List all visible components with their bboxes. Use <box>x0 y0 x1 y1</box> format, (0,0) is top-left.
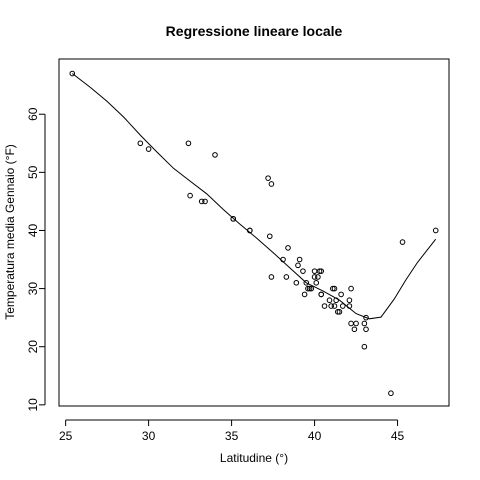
y-tick-label: 30 <box>26 282 40 296</box>
data-point <box>361 320 368 327</box>
data-point <box>348 285 354 292</box>
data-point <box>198 198 205 205</box>
data-point <box>335 309 341 315</box>
data-point <box>145 146 152 152</box>
y-axis: 10 20 30 40 50 60 <box>26 107 46 412</box>
data-point <box>69 70 76 77</box>
data-point <box>326 297 333 304</box>
data-point <box>293 279 300 286</box>
data-point <box>230 216 237 222</box>
data-point <box>212 152 218 158</box>
data-point <box>316 268 323 274</box>
y-axis-label: Temperatura media Gennaio (°F) <box>3 144 17 320</box>
data-point <box>187 192 193 199</box>
x-tick-label: 35 <box>225 429 239 443</box>
data-point <box>202 198 208 205</box>
data-point <box>432 227 439 234</box>
data-point <box>318 268 325 274</box>
data-point <box>363 326 369 333</box>
data-point <box>306 285 313 292</box>
data-point <box>315 274 321 280</box>
data-point <box>305 285 311 292</box>
data-point <box>363 314 369 321</box>
x-tick-label: 40 <box>308 429 322 443</box>
x-tick-label: 30 <box>142 429 156 443</box>
data-point <box>268 274 275 280</box>
data-point <box>311 274 318 280</box>
data-point <box>318 291 325 298</box>
data-point <box>295 262 301 269</box>
x-axis-label: Latitudine (°) <box>220 451 288 465</box>
x-tick-label: 45 <box>391 429 405 443</box>
data-point <box>313 279 320 286</box>
data-point <box>351 326 358 333</box>
data-point <box>338 291 344 298</box>
data-point <box>308 285 315 292</box>
data-point <box>296 256 303 263</box>
loess-curve <box>71 73 437 320</box>
data-point <box>321 303 328 309</box>
y-tick-label: 50 <box>26 165 40 179</box>
data-point <box>285 245 291 251</box>
chart-title: Regressione lineare locale <box>166 23 343 39</box>
x-tick-label: 25 <box>59 429 73 443</box>
data-point <box>185 140 192 147</box>
scatter-points <box>69 70 439 397</box>
data-point <box>303 279 310 286</box>
data-point <box>346 297 353 304</box>
x-axis: 25 30 35 40 45 <box>59 419 405 443</box>
data-point <box>330 285 336 292</box>
data-point <box>311 268 318 274</box>
data-point <box>283 274 290 280</box>
y-tick-label: 60 <box>26 107 40 121</box>
data-point <box>348 320 354 327</box>
data-point <box>301 291 308 298</box>
data-point <box>331 303 338 309</box>
data-point <box>328 303 334 309</box>
data-point <box>353 320 359 327</box>
data-point <box>268 181 275 187</box>
y-tick-label: 40 <box>26 223 40 237</box>
data-point <box>336 309 343 315</box>
data-point <box>137 140 144 147</box>
loess-curve-group <box>71 73 437 320</box>
data-point <box>388 390 394 397</box>
data-point <box>339 303 346 309</box>
data-point <box>331 285 338 292</box>
y-tick-label: 20 <box>26 340 40 354</box>
data-point <box>399 239 406 245</box>
y-tick-label: 10 <box>26 398 40 412</box>
data-point <box>266 233 273 240</box>
plot-area <box>58 58 450 407</box>
data-point <box>265 175 271 181</box>
data-point <box>361 343 368 350</box>
data-point <box>300 268 306 274</box>
